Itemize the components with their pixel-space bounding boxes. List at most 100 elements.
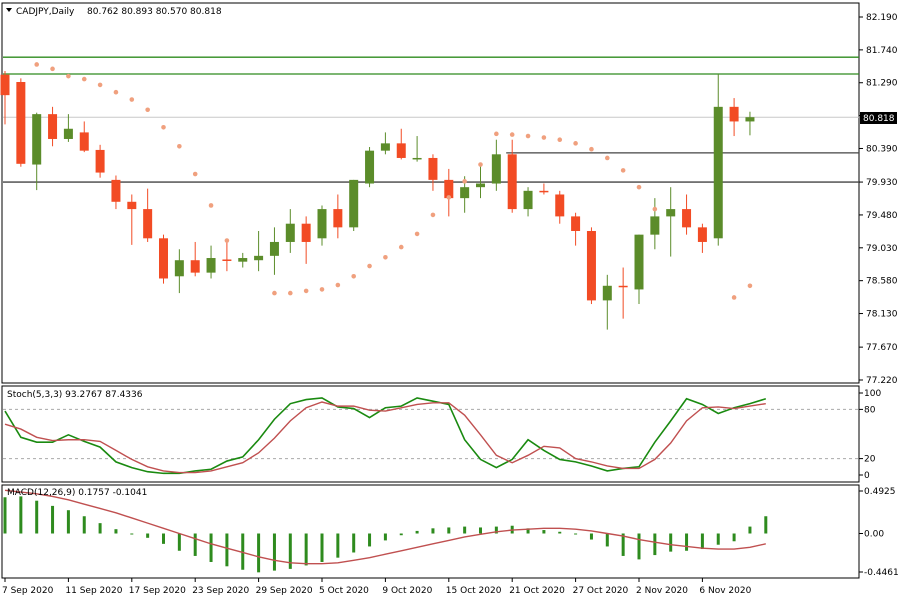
candle-body <box>32 114 42 165</box>
candle-body <box>682 209 692 228</box>
candle-body <box>79 132 89 151</box>
candle-body <box>111 179 121 202</box>
macd-histogram-bar <box>82 516 86 534</box>
candle-body <box>269 241 279 256</box>
psar-dot <box>383 254 388 260</box>
psar-dot <box>541 135 547 140</box>
price-tick-label: 77.670 <box>866 343 898 353</box>
psar-dot <box>113 89 119 95</box>
candle-body <box>602 285 612 301</box>
candle-body <box>476 183 485 188</box>
psar-dot <box>462 179 467 184</box>
psar-dot <box>494 131 499 137</box>
macd-histogram-bar <box>685 533 689 551</box>
price-tick-label: 80.390 <box>866 144 898 154</box>
candle-body <box>349 179 359 228</box>
candle-body <box>666 209 676 217</box>
psar-dot <box>573 141 578 146</box>
macd-histogram-bar <box>352 533 356 553</box>
psar-dot <box>224 238 230 243</box>
price-tick-label: 77.220 <box>866 376 898 386</box>
candle-body <box>48 114 58 139</box>
candle-body <box>396 143 406 158</box>
macd-histogram-bar <box>494 526 498 534</box>
macd-histogram-bar <box>257 533 261 573</box>
macd-histogram-bar <box>637 533 641 560</box>
macd-histogram-bar <box>209 533 213 562</box>
macd-histogram-bar <box>368 533 372 547</box>
psar-dot <box>81 76 87 82</box>
candle-body <box>380 143 390 151</box>
macd-signal-line <box>4 489 766 565</box>
macd-title: MACD(12,26,9) 0.1757 -0.1041 <box>7 488 147 498</box>
macd-histogram-bar <box>700 533 704 550</box>
psar-dot <box>747 283 753 289</box>
macd-histogram-bar <box>51 505 55 534</box>
candle-body <box>206 258 216 273</box>
candle-body <box>143 209 153 239</box>
macd-histogram-bar <box>320 533 324 562</box>
chevron-down-icon[interactable] <box>6 8 12 12</box>
macd-tick-label: 0.4925 <box>864 487 896 497</box>
candle-body <box>555 194 565 217</box>
price-tick-label: 82.190 <box>866 13 898 23</box>
macd-histogram-bar <box>177 533 181 551</box>
x-tick-label: 15 Oct 2020 <box>446 586 502 596</box>
psar-dot <box>161 124 166 130</box>
psar-dot <box>414 231 420 237</box>
macd-histogram-bar <box>383 533 387 541</box>
candle-body <box>301 223 311 242</box>
macd-histogram-bar <box>463 526 467 534</box>
macd-histogram-bar <box>621 533 625 556</box>
x-tick-label: 9 Oct 2020 <box>382 586 432 596</box>
candle-body <box>729 106 739 122</box>
psar-dot <box>509 132 515 137</box>
candle-body <box>539 190 549 193</box>
macd-histogram-bar <box>336 533 340 558</box>
candle-body <box>95 149 105 173</box>
candle-body <box>127 201 137 210</box>
last-price-tag <box>860 112 897 124</box>
macd-histogram-bar <box>288 533 292 569</box>
x-tick-label: 23 Sep 2020 <box>192 586 249 596</box>
psar-dot <box>303 288 309 294</box>
x-tick-label: 11 Sep 2020 <box>65 586 122 596</box>
psar-dot <box>177 143 182 149</box>
psar-dot <box>636 184 642 190</box>
psar-dot <box>34 62 39 67</box>
candle-body <box>697 227 707 242</box>
x-tick-label: 7 Sep 2020 <box>2 586 54 596</box>
macd-histogram-bar <box>272 533 276 571</box>
candle-body <box>222 259 232 261</box>
price-tick-label: 81.290 <box>866 79 898 89</box>
x-tick-label: 27 Oct 2020 <box>573 586 629 596</box>
candle-body <box>586 231 596 301</box>
macd-panel: 0.4925 0.00 -0.4461 <box>3 487 899 578</box>
macd-tick-label: -0.4461 <box>864 568 899 578</box>
psar-dot <box>192 171 198 177</box>
candle-body <box>745 117 755 122</box>
candle-body <box>571 216 581 232</box>
macd-tick-label: 0.00 <box>864 530 884 540</box>
candle-body <box>174 260 184 277</box>
x-tick-label: 6 Nov 2020 <box>699 586 751 596</box>
psar-dot <box>605 155 610 161</box>
candle-body <box>63 128 73 139</box>
psar-dot <box>97 82 103 88</box>
macd-histogram-bar <box>98 523 102 534</box>
stochastic-tick-label: 0 <box>864 471 870 481</box>
macd-histogram-bar <box>447 527 451 534</box>
macd-histogram-bar <box>35 500 39 534</box>
candle-body <box>333 209 343 228</box>
macd-histogram-bar <box>479 527 482 534</box>
candle-body <box>650 216 660 235</box>
x-axis: 7 Sep 2020 11 Sep 2020 17 Sep 2020 23 Sep 2… <box>2 578 752 596</box>
psar-dot <box>351 273 357 279</box>
candle-body <box>16 82 26 164</box>
macd-histogram-bar <box>589 533 593 540</box>
candle-body <box>491 154 501 184</box>
ohlc-readout: 80.762 80.893 80.570 80.818 <box>87 7 222 17</box>
candle-body <box>428 157 438 180</box>
macd-histogram-bar <box>225 533 229 567</box>
